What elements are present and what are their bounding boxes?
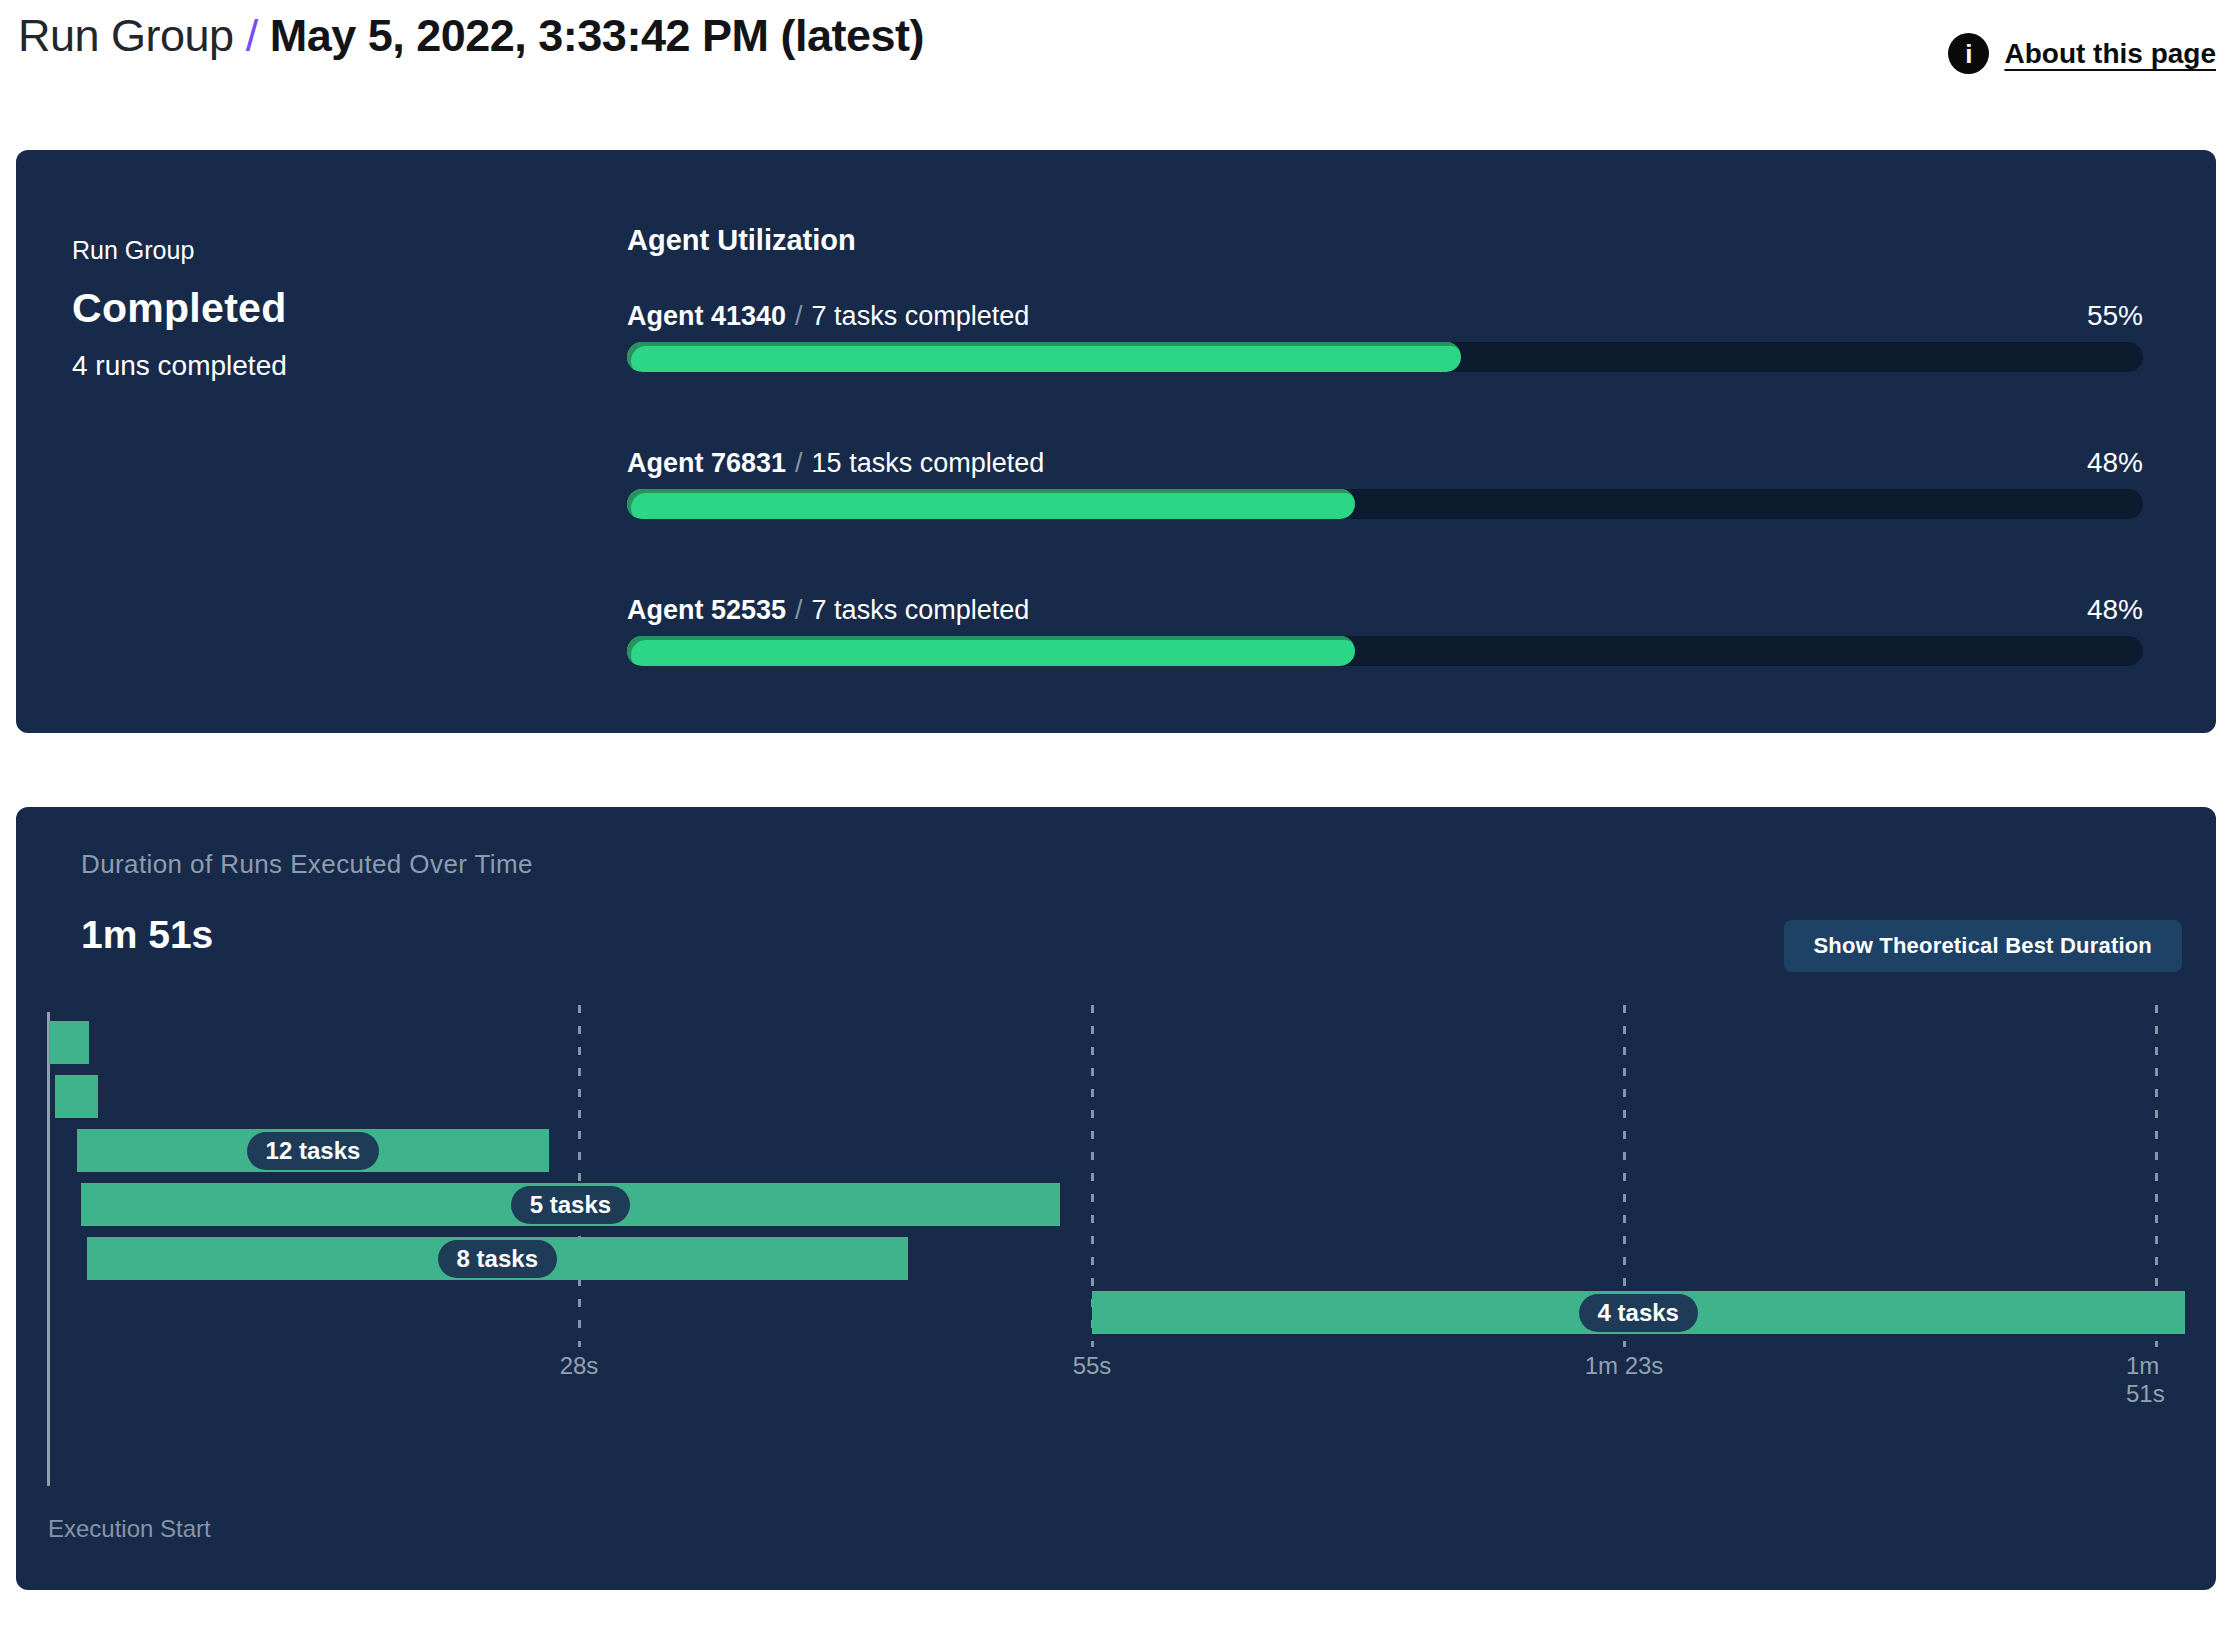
axis-tick-label: 1m 23s xyxy=(1585,1352,1664,1380)
about-this-page[interactable]: i About this page xyxy=(1948,33,2216,74)
agent-label: Agent 52535/7 tasks completed xyxy=(627,594,2143,626)
agent-label: Agent 41340/7 tasks completed xyxy=(627,300,2143,332)
grid-line xyxy=(578,1005,581,1347)
axis-tick-label: 1m 51s xyxy=(2126,1352,2186,1408)
gantt-run-bar[interactable] xyxy=(49,1021,89,1064)
about-this-page-link[interactable]: About this page xyxy=(2004,38,2216,70)
run-group-label: Run Group xyxy=(72,236,287,265)
agent-tasks-completed: 7 tasks completed xyxy=(812,301,1030,331)
breadcrumb-run-group: Run Group xyxy=(18,10,234,61)
utilization-bar-track xyxy=(627,342,2143,372)
utilization-percent: 48% xyxy=(2087,594,2143,626)
agent-name: Agent 76831 xyxy=(627,448,786,478)
status-completed: Completed xyxy=(72,285,287,332)
run-timestamp-title: May 5, 2022, 3:33:42 PM (latest) xyxy=(270,10,924,61)
gantt-bar-task-count-label: 4 tasks xyxy=(1579,1294,1698,1332)
utilization-bar-track xyxy=(627,636,2143,666)
page-title: Run Group/May 5, 2022, 3:33:42 PM (lates… xyxy=(18,10,924,62)
gantt-run-bar[interactable]: 12 tasks xyxy=(77,1129,548,1172)
agent-tasks-completed: 15 tasks completed xyxy=(812,448,1045,478)
utilization-percent: 55% xyxy=(2087,300,2143,332)
gantt-run-bar[interactable]: 5 tasks xyxy=(81,1183,1060,1226)
run-group-summary-panel: Run Group Completed 4 runs completed Age… xyxy=(16,150,2216,733)
gantt-run-bar[interactable]: 8 tasks xyxy=(87,1237,908,1280)
axis-tick-label: 55s xyxy=(1073,1352,1112,1380)
agent-row: Agent 52535/7 tasks completed48% xyxy=(627,594,2143,674)
utilization-bar-fill xyxy=(627,636,1355,666)
agent-label: Agent 76831/15 tasks completed xyxy=(627,447,2143,479)
agent-name: Agent 41340 xyxy=(627,301,786,331)
agent-row: Agent 41340/7 tasks completed55% xyxy=(627,300,2143,380)
utilization-percent: 48% xyxy=(2087,447,2143,479)
axis-tick-label: 28s xyxy=(560,1352,599,1380)
gantt-chart: Execution Start 28s 55s 1m 23s 1m 51s 12 tas… xyxy=(16,807,2216,1590)
agent-rows: Agent 41340/7 tasks completed55%Agent 76… xyxy=(627,150,2143,733)
breadcrumb-separator: / xyxy=(234,10,270,61)
gantt-bar-task-count-label: 12 tasks xyxy=(247,1132,380,1170)
agent-name: Agent 52535 xyxy=(627,595,786,625)
execution-start-axis-line xyxy=(47,1012,50,1486)
utilization-bar-fill xyxy=(627,342,1461,372)
agent-separator: / xyxy=(786,301,812,331)
duration-panel: Duration of Runs Executed Over Time 1m 5… xyxy=(16,807,2216,1590)
gantt-run-bar[interactable] xyxy=(55,1075,99,1118)
agent-separator: / xyxy=(786,595,812,625)
agent-tasks-completed: 7 tasks completed xyxy=(812,595,1030,625)
gantt-bar-task-count-label: 8 tasks xyxy=(438,1240,557,1278)
gantt-bar-task-count-label: 5 tasks xyxy=(511,1186,630,1224)
utilization-bar-track xyxy=(627,489,2143,519)
execution-start-label: Execution Start xyxy=(48,1515,211,1543)
utilization-bar-fill xyxy=(627,489,1355,519)
gantt-run-bar[interactable]: 4 tasks xyxy=(1092,1291,2185,1334)
agent-row: Agent 76831/15 tasks completed48% xyxy=(627,447,2143,527)
runs-completed-count: 4 runs completed xyxy=(72,350,287,382)
agent-separator: / xyxy=(786,448,812,478)
run-group-status-block: Run Group Completed 4 runs completed xyxy=(72,236,287,382)
info-icon: i xyxy=(1948,33,1989,74)
